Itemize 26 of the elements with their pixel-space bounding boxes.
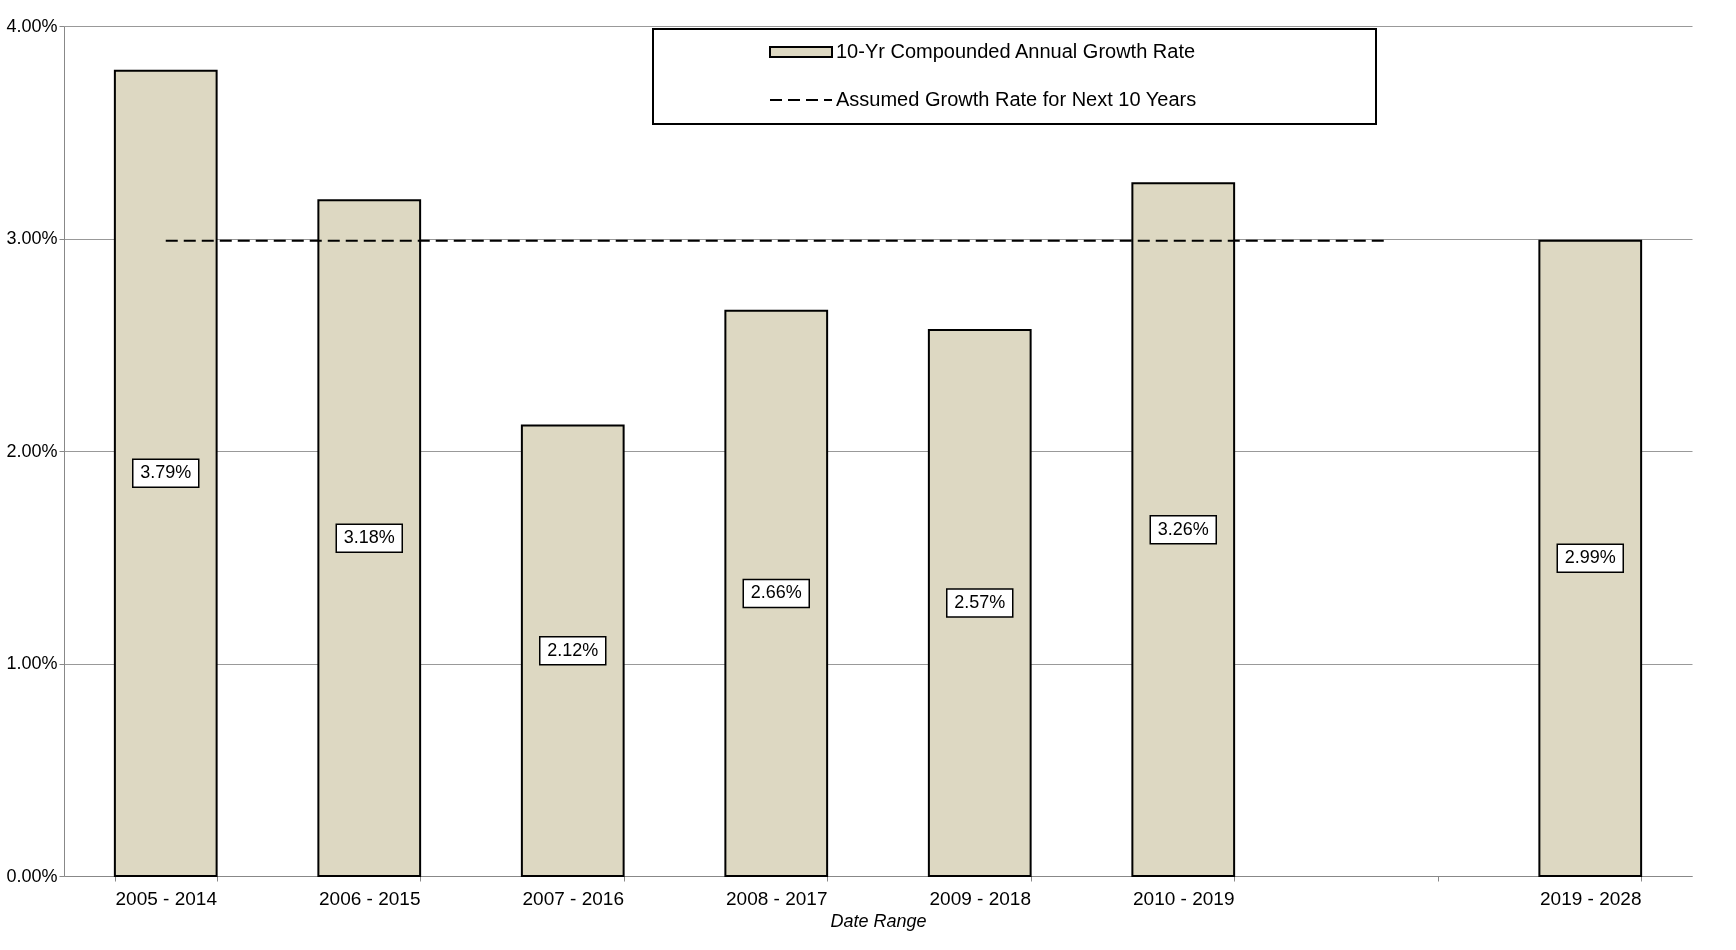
x-tick-label: 2005 - 2014 — [115, 887, 218, 909]
y-tick-label: 1.00% — [6, 653, 58, 673]
data-label: 3.79% — [140, 462, 192, 483]
x-tick-label: 2007 - 2016 — [522, 887, 624, 909]
data-label: 2.66% — [750, 582, 802, 603]
x-tick-label: 2008 - 2017 — [726, 887, 828, 909]
x-axis-title: Date Range — [830, 910, 927, 931]
data-label: 2.57% — [954, 591, 1006, 612]
x-tick-label: 2010 - 2019 — [1133, 887, 1235, 909]
x-tick-label: 2019 - 2028 — [1540, 887, 1642, 909]
bar — [1538, 239, 1643, 877]
y-tick-label: 2.00% — [6, 440, 58, 461]
y-tick-label: 0.00% — [6, 865, 58, 886]
bar — [724, 309, 829, 877]
x-tick-label: 2006 - 2015 — [319, 887, 421, 909]
x-tick-label: 2009 - 2018 — [929, 887, 1031, 909]
data-label: 2.99% — [1564, 547, 1616, 568]
legend-label: 10-Yr Compounded Annual Growth Rate — [836, 40, 1196, 62]
bar — [520, 424, 625, 877]
legend-label: Assumed Growth Rate for Next 10 Years — [836, 88, 1197, 110]
data-label: 3.26% — [1157, 518, 1209, 539]
data-label: 3.18% — [343, 527, 395, 548]
bar — [927, 328, 1032, 877]
data-label: 2.12% — [547, 639, 599, 660]
y-tick-label: 4.00% — [6, 15, 58, 36]
y-tick-label: 3.00% — [6, 228, 58, 248]
